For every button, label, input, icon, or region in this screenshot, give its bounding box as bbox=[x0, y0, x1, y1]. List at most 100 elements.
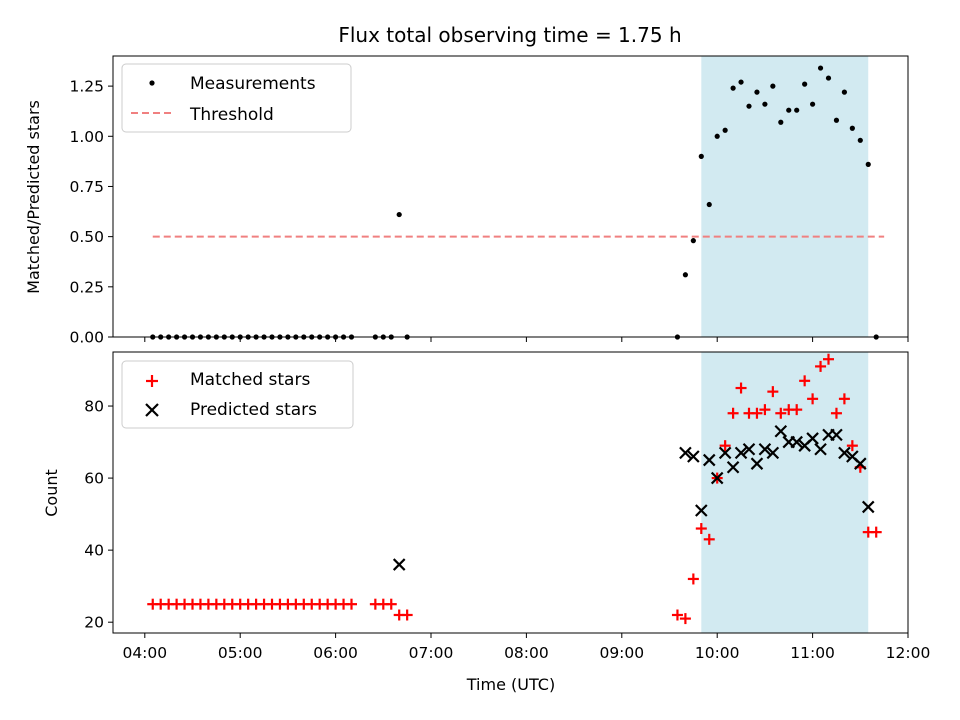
bottom-x-ticks: 04:00 05:00 06:00 07:00 08:00 09:00 10:00 11:00… bbox=[122, 633, 930, 662]
matched-star-point bbox=[846, 440, 858, 452]
predicted-star-point bbox=[861, 500, 875, 514]
y-tick-label: 20 bbox=[84, 614, 104, 632]
y-tick-label: 0.50 bbox=[69, 228, 104, 246]
measurement-point bbox=[746, 103, 752, 109]
predicted-star-point bbox=[702, 453, 716, 467]
matched-star-point bbox=[751, 407, 763, 419]
measurement-point bbox=[730, 85, 736, 91]
matched-star-point bbox=[799, 375, 811, 387]
measurement-point bbox=[722, 127, 728, 133]
matched-star-point bbox=[346, 598, 357, 610]
bottom-x-axis-label: Time (UTC) bbox=[466, 675, 555, 694]
predicted-star-point bbox=[734, 446, 748, 460]
top-axes-frame bbox=[112, 55, 909, 338]
measurement-point bbox=[396, 211, 402, 218]
predicted-star-point bbox=[718, 446, 732, 460]
legend-predicted-label: Predicted stars bbox=[190, 400, 317, 420]
predicted-star-point bbox=[687, 450, 700, 463]
y-tick-label: 1.25 bbox=[69, 78, 104, 96]
predicted-star-point bbox=[750, 457, 764, 470]
top-chart-title: Flux total observing time = 1.75 h bbox=[338, 23, 681, 47]
top-legend-box bbox=[121, 63, 352, 133]
matched-star-point bbox=[687, 573, 699, 585]
measurement-point bbox=[682, 272, 689, 278]
measurement-point bbox=[817, 65, 824, 71]
measurement-point bbox=[833, 117, 840, 123]
legend-matched-marker bbox=[146, 375, 158, 387]
bottom-panel: 20 40 60 80 04:00 05:00 06:00 07:00 08:00 09:00 1… bbox=[42, 351, 930, 694]
measurement-point bbox=[802, 81, 808, 87]
measurement-point bbox=[786, 107, 792, 113]
x-tick-label: 11:00 bbox=[790, 644, 835, 662]
legend-threshold-label: Threshold bbox=[189, 105, 274, 125]
bottom-axes-frame bbox=[112, 351, 909, 634]
legend-matched-label: Matched stars bbox=[190, 370, 310, 390]
bottom-shaded-region bbox=[701, 352, 869, 633]
measurement-point bbox=[698, 153, 704, 159]
measurement-point bbox=[857, 137, 863, 143]
measurement-point bbox=[794, 107, 800, 113]
top-y-ticks: 0.00 0.25 0.50 0.75 1.00 1.25 bbox=[69, 78, 113, 347]
x-tick-label: 12:00 bbox=[886, 644, 931, 662]
matched-star-point bbox=[838, 393, 850, 405]
measurement-point bbox=[714, 133, 720, 139]
matched-star-point bbox=[703, 533, 715, 545]
matched-star-point bbox=[671, 609, 683, 621]
bottom-points-layer bbox=[147, 353, 882, 625]
measurement-point bbox=[810, 101, 816, 107]
x-tick-label: 04:00 bbox=[122, 644, 167, 662]
bottom-y-axis-label: Count bbox=[42, 469, 61, 517]
measurement-point bbox=[690, 238, 696, 244]
matched-star-point bbox=[870, 526, 882, 538]
x-tick-label: 07:00 bbox=[409, 644, 454, 662]
predicted-star-point bbox=[392, 558, 406, 571]
legend-measurements-label: Measurements bbox=[190, 74, 316, 94]
matched-star-point bbox=[735, 382, 747, 394]
measurement-point bbox=[825, 75, 832, 81]
bottom-legend: Matched stars Predicted stars bbox=[121, 360, 354, 429]
top-shaded-region bbox=[701, 56, 869, 337]
predicted-star-point bbox=[679, 446, 692, 460]
predicted-star-point bbox=[838, 446, 851, 460]
measurement-point bbox=[754, 89, 760, 95]
x-tick-label: 08:00 bbox=[504, 644, 549, 662]
x-tick-label: 10:00 bbox=[695, 644, 740, 662]
matched-star-point bbox=[807, 393, 819, 405]
matched-star-point bbox=[823, 353, 834, 365]
matched-star-point bbox=[679, 613, 691, 625]
y-tick-label: 40 bbox=[84, 542, 104, 560]
matched-star-point bbox=[695, 523, 707, 535]
measurement-point bbox=[706, 201, 712, 208]
predicted-star-point bbox=[766, 446, 780, 460]
predicted-star-point bbox=[695, 504, 708, 517]
top-x-ticks bbox=[144, 337, 909, 342]
matched-star-point bbox=[791, 404, 803, 416]
measurement-point bbox=[738, 79, 744, 85]
matched-star-point bbox=[727, 407, 739, 419]
measurement-point bbox=[865, 161, 871, 167]
predicted-star-point bbox=[726, 461, 740, 474]
measurement-point bbox=[841, 89, 848, 95]
predicted-star-point bbox=[854, 457, 867, 470]
matched-star-point bbox=[830, 407, 842, 419]
bottom-y-ticks: 20 40 60 80 bbox=[84, 398, 113, 632]
top-panel: 0.00 0.25 0.50 0.75 1.00 1.25 Flux total obse… bbox=[24, 23, 909, 347]
top-y-axis-label: Matched/Predicted stars bbox=[24, 100, 43, 294]
y-tick-label: 0.25 bbox=[69, 278, 104, 296]
measurement-point bbox=[849, 125, 855, 131]
matched-star-point bbox=[815, 360, 827, 372]
y-tick-label: 60 bbox=[84, 470, 104, 488]
predicted-star-point bbox=[758, 442, 772, 456]
y-tick-label: 80 bbox=[84, 398, 104, 416]
measurement-point bbox=[770, 83, 776, 89]
y-tick-label: 1.00 bbox=[69, 128, 104, 146]
legend-measurements-marker bbox=[149, 80, 155, 86]
legend-predicted-marker bbox=[145, 403, 159, 417]
predicted-star-point bbox=[806, 432, 819, 445]
predicted-star-point bbox=[830, 428, 843, 442]
x-tick-label: 05:00 bbox=[218, 644, 263, 662]
bottom-legend-box bbox=[121, 360, 354, 429]
matched-star-point bbox=[401, 609, 413, 621]
predicted-star-point bbox=[710, 471, 724, 485]
